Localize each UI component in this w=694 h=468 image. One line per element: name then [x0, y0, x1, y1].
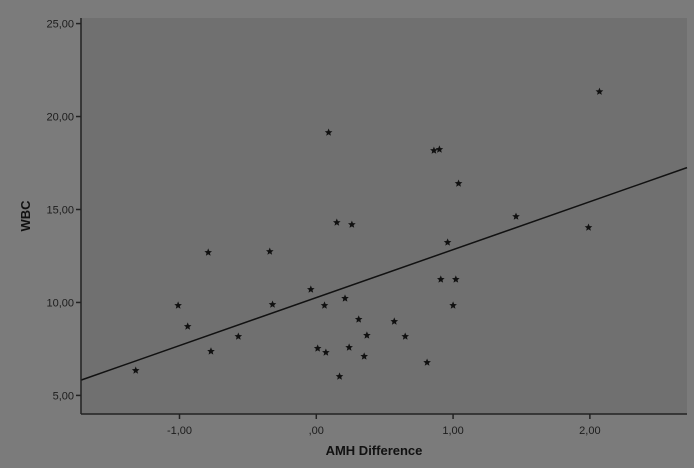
y-tick-label: 25,00: [46, 19, 74, 31]
data-point: [584, 223, 593, 231]
data-point: [335, 372, 344, 380]
data-point: [183, 322, 192, 330]
x-tick-label: ,00: [309, 425, 324, 437]
data-point: [423, 358, 431, 366]
data-point: [512, 212, 520, 220]
data-point: [320, 301, 329, 309]
data-point: [354, 315, 363, 323]
y-tick-label: 10,00: [46, 297, 74, 309]
data-point: [313, 344, 322, 352]
data-point: [131, 366, 140, 374]
data-point: [234, 332, 243, 340]
data-point: [449, 301, 457, 309]
data-point: [345, 343, 353, 351]
y-tick-label: 15,00: [46, 204, 74, 216]
data-point: [268, 300, 277, 308]
data-point: [207, 347, 215, 355]
data-point: [390, 317, 399, 325]
plot-area: [81, 18, 687, 414]
data-point: [452, 275, 460, 283]
data-point: [443, 238, 452, 246]
y-axis-label: WBC: [18, 200, 33, 232]
x-tick-label: 1,00: [442, 425, 463, 437]
data-point: [324, 128, 333, 136]
data-point: [204, 248, 212, 256]
data-point: [401, 332, 409, 340]
data-point: [307, 285, 315, 293]
data-point: [435, 145, 444, 153]
data-point: [341, 294, 349, 302]
data-point: [333, 218, 341, 226]
data-point: [174, 301, 182, 309]
data-point: [454, 179, 463, 187]
data-point: [430, 146, 438, 154]
y-tick-label: 20,00: [46, 112, 74, 124]
x-tick-label: -1,00: [167, 425, 192, 437]
regression-line: [80, 166, 688, 381]
data-point: [360, 352, 368, 360]
x-axis-label: AMH Difference: [326, 443, 423, 458]
data-point: [322, 348, 330, 356]
data-point: [363, 331, 371, 339]
data-point: [595, 87, 604, 95]
data-point: [348, 220, 356, 228]
y-tick-label: 5,00: [53, 390, 74, 402]
data-point: [266, 247, 274, 255]
data-point: [437, 275, 445, 283]
x-tick-label: 2,00: [579, 425, 600, 437]
